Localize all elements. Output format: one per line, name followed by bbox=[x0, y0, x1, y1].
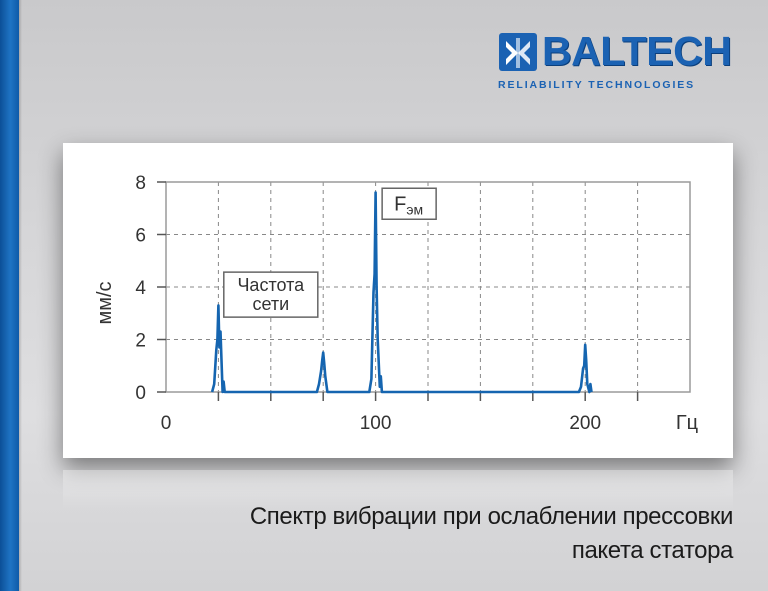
chart-panel: 0 2 4 6 8 0 100 200 мм/с Гц Частота сети Fэм bbox=[63, 143, 733, 458]
y-tick-label: 2 bbox=[135, 331, 146, 352]
annotation-text-em-frequency: Fэм bbox=[394, 193, 423, 217]
annotation-box-mains-frequency bbox=[223, 271, 319, 318]
annotation-text-mains-frequency: Частота bbox=[237, 275, 305, 295]
y-tick-label: 6 bbox=[135, 226, 146, 247]
y-axis-ticks: 0 2 4 6 8 bbox=[135, 173, 166, 404]
logo-tagline: RELIABILITY TECHNOLOGIES bbox=[498, 79, 696, 91]
y-tick-label: 8 bbox=[135, 173, 146, 194]
x-axis-ticks: 0 100 200 bbox=[161, 392, 639, 434]
baltech-logo-icon bbox=[499, 33, 537, 71]
annotation-text-mains-frequency: сети bbox=[252, 294, 289, 314]
caption-line-2: пакета статора bbox=[571, 537, 734, 564]
caption-line-1: Спектр вибрации при ослаблении прессовки bbox=[249, 503, 734, 530]
baltech-logo: BALTECH RELIABILITY TECHNOLOGIES bbox=[498, 28, 733, 94]
y-axis-label: мм/с bbox=[94, 281, 116, 324]
spectrum-series-line bbox=[210, 191, 593, 394]
slide-caption: Спектр вибрации при ослаблении прессовки… bbox=[93, 500, 734, 568]
x-axis-label: Гц bbox=[676, 412, 698, 434]
y-tick-label: 0 bbox=[135, 383, 146, 404]
x-tick-label: 200 bbox=[569, 413, 601, 434]
x-tick-label: 0 bbox=[161, 413, 172, 434]
x-tick-label: 100 bbox=[360, 413, 392, 434]
annotation-box-em-frequency bbox=[381, 187, 437, 220]
left-accent-bar-shadow bbox=[19, 0, 22, 591]
left-accent-bar bbox=[0, 0, 19, 591]
logo-name: BALTECH bbox=[542, 28, 732, 74]
y-tick-label: 4 bbox=[135, 278, 146, 299]
